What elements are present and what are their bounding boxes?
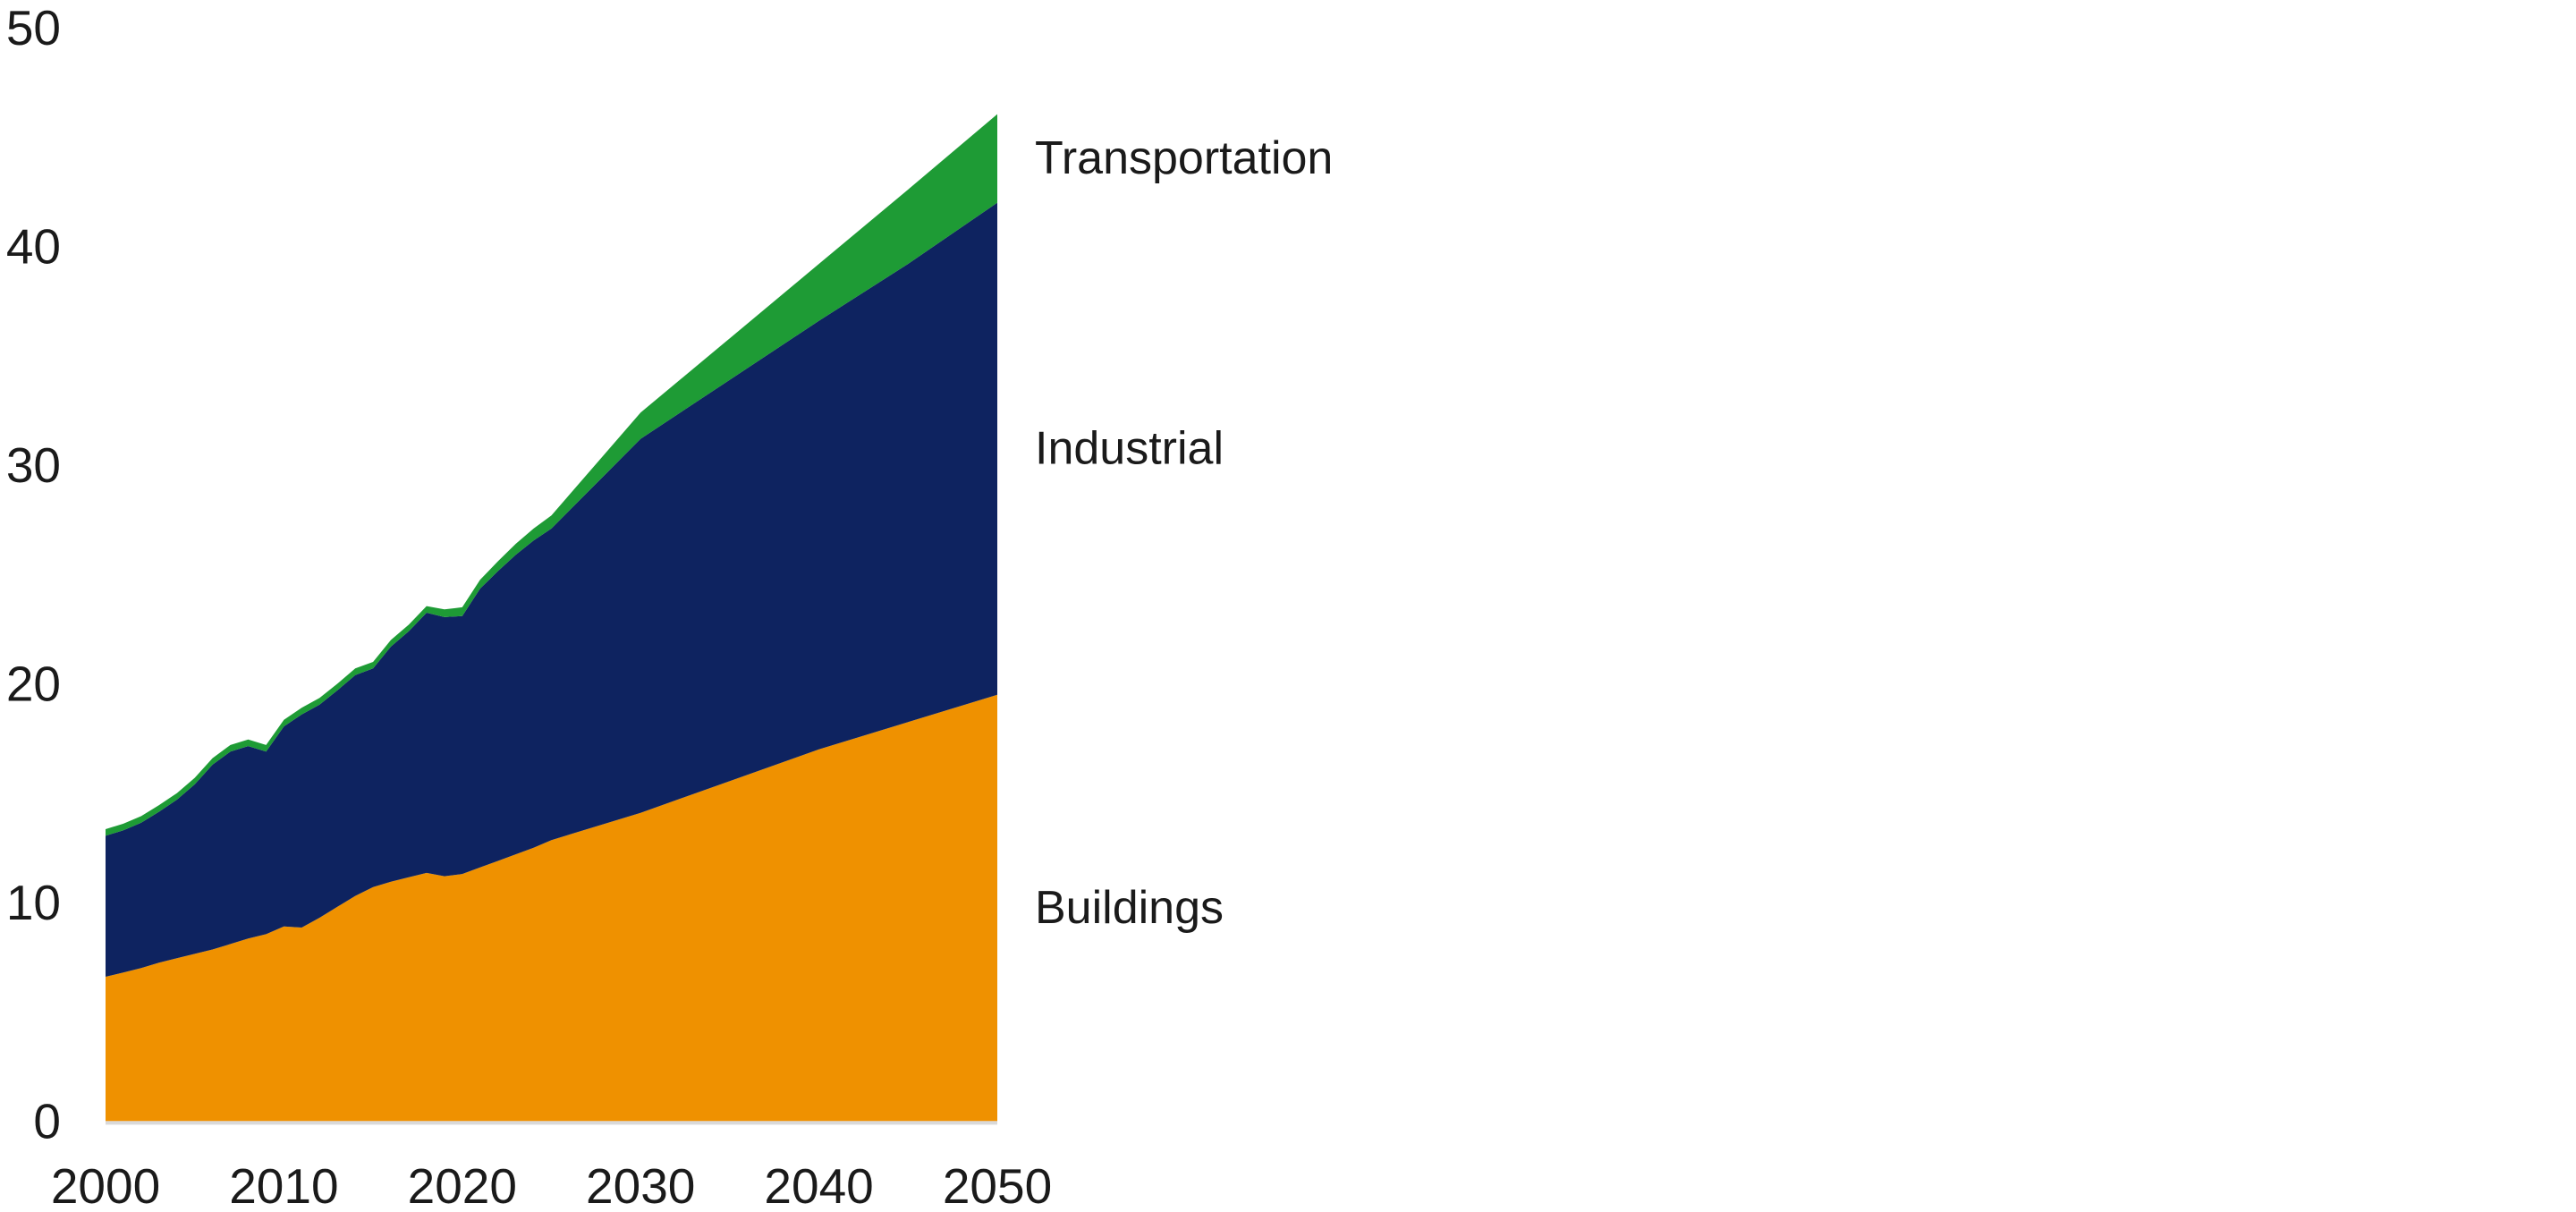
label-transportation: Transportation (1035, 132, 1333, 184)
x-tick-label: 2010 (229, 1158, 338, 1212)
y-axis-tick-labels: 0 10 20 30 40 50 (6, 0, 61, 1148)
y-tick-label: 30 (6, 437, 61, 493)
label-buildings: Buildings (1035, 882, 1224, 934)
area-industrial (106, 202, 997, 978)
x-tick-label: 2050 (943, 1158, 1052, 1212)
label-industrial: Industrial (1035, 423, 1224, 475)
series-band-labels: Buildings Industrial Transportation (1035, 132, 1333, 934)
y-tick-label: 50 (6, 0, 61, 55)
y-tick-label: 10 (6, 875, 61, 930)
x-tick-label: 2030 (586, 1158, 695, 1212)
y-tick-label: 40 (6, 218, 61, 274)
x-tick-label: 2040 (764, 1158, 873, 1212)
x-tick-label: 2000 (51, 1158, 160, 1212)
y-tick-label: 0 (33, 1093, 61, 1148)
x-tick-label: 2020 (408, 1158, 517, 1212)
chart-areas (106, 114, 997, 1122)
area-buildings (106, 694, 997, 1122)
x-axis-tick-labels: 2000 2010 2020 2030 2040 2050 (51, 1158, 1052, 1212)
y-tick-label: 20 (6, 656, 61, 711)
